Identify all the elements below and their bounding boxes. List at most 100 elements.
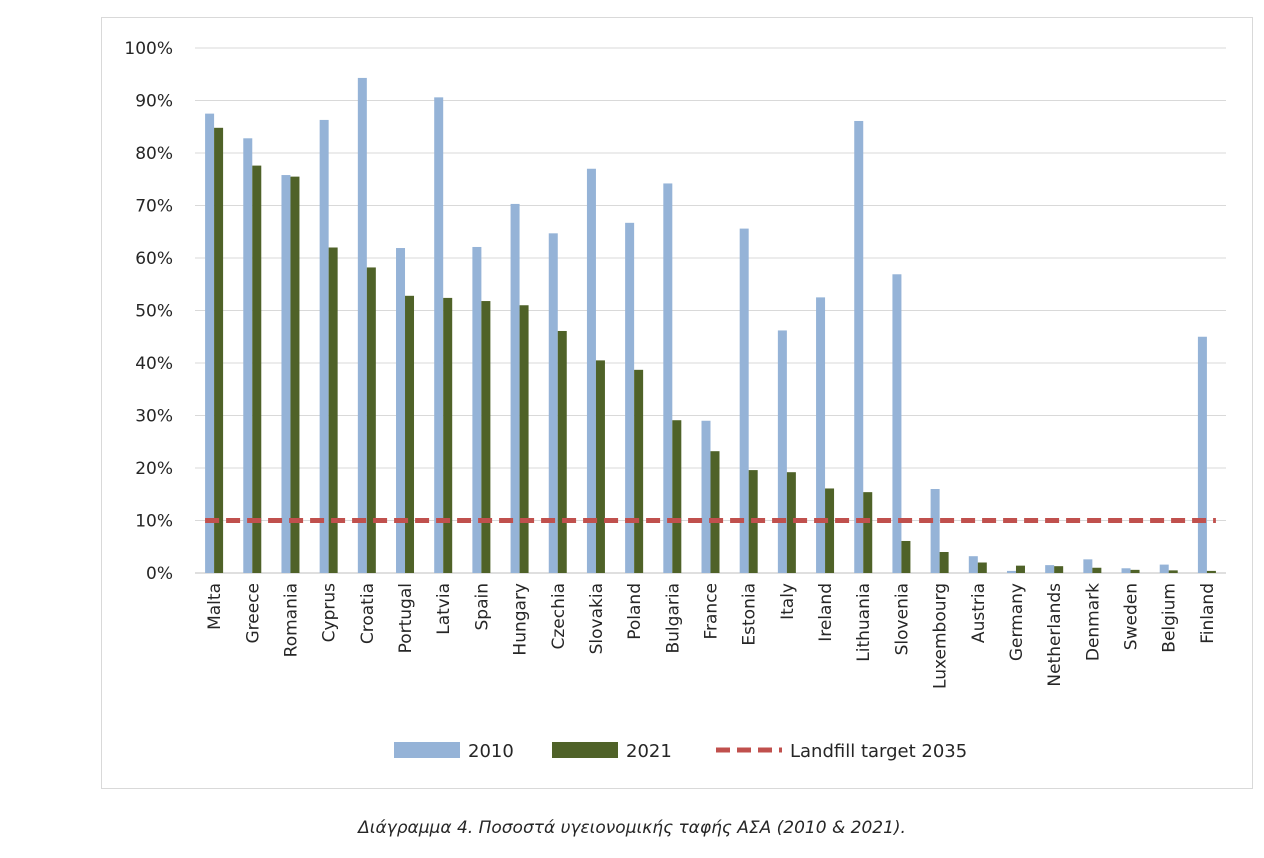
x-tick-label-bulgaria: Bulgaria bbox=[663, 583, 683, 654]
x-tick-label-belgium: Belgium bbox=[1160, 583, 1180, 653]
bar-2021-romania bbox=[290, 176, 300, 573]
bar-2021-austria bbox=[977, 562, 987, 573]
x-tick-label-finland: Finland bbox=[1198, 583, 1218, 644]
bar-2010-italy bbox=[777, 330, 787, 573]
bar-2010-sweden bbox=[1121, 568, 1131, 573]
y-tick-label: 30% bbox=[135, 407, 173, 427]
bar-2010-cyprus bbox=[319, 119, 329, 574]
y-axis-ticks: 0% 10% 20% 30% 40% 50% 60% 70% 80% 90% 100% bbox=[124, 39, 173, 584]
legend-label-target: Landfill target 2035 bbox=[790, 741, 967, 762]
bar-2021-latvia bbox=[443, 297, 453, 573]
legend: 2010 2021 Landfill target 2035 bbox=[394, 741, 967, 762]
legend-label-2021: 2021 bbox=[626, 741, 672, 762]
x-tick-label-latvia: Latvia bbox=[434, 583, 454, 635]
bar-2021-ireland bbox=[825, 488, 835, 573]
bar-2010-denmark bbox=[1083, 559, 1093, 573]
bar-2010-portugal bbox=[396, 248, 406, 573]
x-tick-label-slovakia: Slovakia bbox=[587, 583, 607, 654]
x-tick-label-germany: Germany bbox=[1007, 583, 1027, 661]
bar-2010-romania bbox=[281, 175, 291, 574]
bar-2010-finland bbox=[1197, 336, 1207, 573]
x-tick-label-luxembourg: Luxembourg bbox=[931, 583, 951, 689]
bar-2010-malta bbox=[205, 113, 215, 573]
y-tick-label: 10% bbox=[135, 512, 173, 532]
bar-2021-denmark bbox=[1092, 567, 1102, 573]
x-tick-label-portugal: Portugal bbox=[396, 583, 416, 653]
y-tick-label: 20% bbox=[135, 459, 173, 479]
y-tick-label: 40% bbox=[135, 354, 173, 374]
x-tick-label-sweden: Sweden bbox=[1122, 583, 1142, 650]
y-tick-label: 0% bbox=[146, 564, 173, 584]
bar-2021-sweden bbox=[1130, 569, 1140, 573]
bar-2010-slovenia bbox=[892, 274, 902, 573]
bars bbox=[205, 77, 1216, 574]
x-tick-label-cyprus: Cyprus bbox=[320, 583, 340, 642]
bar-2021-slovakia bbox=[595, 360, 605, 573]
landfill-rate-chart: 0% 10% 20% 30% 40% 50% 60% 70% 80% 90% 100% Malta G… bbox=[124, 39, 1226, 762]
x-tick-label-france: France bbox=[702, 583, 722, 640]
bar-2010-ireland bbox=[816, 297, 826, 573]
x-tick-label-hungary: Hungary bbox=[511, 583, 531, 656]
x-tick-label-croatia: Croatia bbox=[358, 583, 378, 644]
x-axis-labels: Malta Greece Romania Cyprus Croatia Portugal L… bbox=[205, 583, 1218, 689]
bar-2021-croatia bbox=[366, 267, 376, 573]
bar-2021-portugal bbox=[405, 295, 415, 573]
bar-2021-poland bbox=[634, 369, 644, 573]
x-tick-label-greece: Greece bbox=[243, 583, 263, 644]
bar-2021-czechia bbox=[557, 330, 567, 573]
chart-frame: 0% 10% 20% 30% 40% 50% 60% 70% 80% 90% 100% Malta G… bbox=[101, 17, 1253, 789]
bar-2010-czechia bbox=[548, 233, 558, 573]
bar-2021-slovenia bbox=[901, 540, 911, 573]
bar-2021-netherlands bbox=[1054, 566, 1064, 573]
legend-label-2010: 2010 bbox=[468, 741, 514, 762]
legend-swatch-2010 bbox=[394, 742, 460, 758]
bar-2010-netherlands bbox=[1045, 565, 1055, 573]
bar-2010-luxembourg bbox=[930, 489, 940, 573]
y-tick-label: 60% bbox=[135, 249, 173, 269]
x-tick-label-italy: Italy bbox=[778, 583, 798, 620]
bar-2021-greece bbox=[252, 165, 262, 573]
x-tick-label-estonia: Estonia bbox=[740, 583, 760, 646]
bar-2021-luxembourg bbox=[939, 552, 949, 573]
x-tick-label-netherlands: Netherlands bbox=[1045, 583, 1065, 687]
x-tick-label-romania: Romania bbox=[281, 583, 301, 657]
bar-2010-croatia bbox=[357, 77, 367, 574]
x-tick-label-spain: Spain bbox=[472, 583, 492, 631]
legend-swatch-2021 bbox=[552, 742, 618, 758]
bar-2010-poland bbox=[625, 222, 635, 573]
bar-2021-germany bbox=[1015, 565, 1025, 573]
bar-2021-belgium bbox=[1168, 570, 1178, 573]
bar-2010-germany bbox=[1006, 570, 1016, 573]
bar-2010-austria bbox=[968, 556, 978, 573]
bar-2021-malta bbox=[214, 127, 224, 574]
bar-2010-estonia bbox=[739, 228, 749, 573]
bar-2021-italy bbox=[786, 472, 796, 573]
bar-2021-lithuania bbox=[863, 492, 873, 573]
x-tick-label-austria: Austria bbox=[969, 583, 989, 643]
bar-2021-cyprus bbox=[328, 247, 338, 573]
bar-2010-greece bbox=[243, 138, 253, 574]
y-tick-label: 80% bbox=[135, 144, 173, 164]
x-tick-label-lithuania: Lithuania bbox=[854, 583, 874, 662]
bar-2021-spain bbox=[481, 301, 491, 573]
bar-2010-lithuania bbox=[854, 120, 864, 573]
x-tick-label-ireland: Ireland bbox=[816, 583, 836, 642]
y-tick-label: 90% bbox=[135, 92, 173, 112]
bar-2010-hungary bbox=[510, 203, 520, 574]
y-tick-label: 70% bbox=[135, 197, 173, 217]
x-tick-label-denmark: Denmark bbox=[1083, 583, 1103, 661]
bar-2010-belgium bbox=[1159, 564, 1169, 573]
bar-2021-france bbox=[710, 451, 720, 573]
bar-2010-france bbox=[701, 420, 711, 573]
figure-caption: Διάγραμμα 4. Ποσοστά υγειονομικής ταφής … bbox=[358, 818, 906, 838]
bar-2010-spain bbox=[472, 246, 482, 573]
x-tick-label-poland: Poland bbox=[625, 583, 645, 640]
y-tick-label: 50% bbox=[135, 302, 173, 322]
bar-2021-finland bbox=[1206, 570, 1216, 573]
bar-2010-slovakia bbox=[586, 168, 596, 573]
bar-2021-hungary bbox=[519, 305, 529, 573]
bar-2010-latvia bbox=[434, 97, 444, 573]
bar-2010-bulgaria bbox=[663, 183, 673, 573]
x-tick-label-malta: Malta bbox=[205, 583, 225, 630]
bar-2021-bulgaria bbox=[672, 420, 682, 573]
